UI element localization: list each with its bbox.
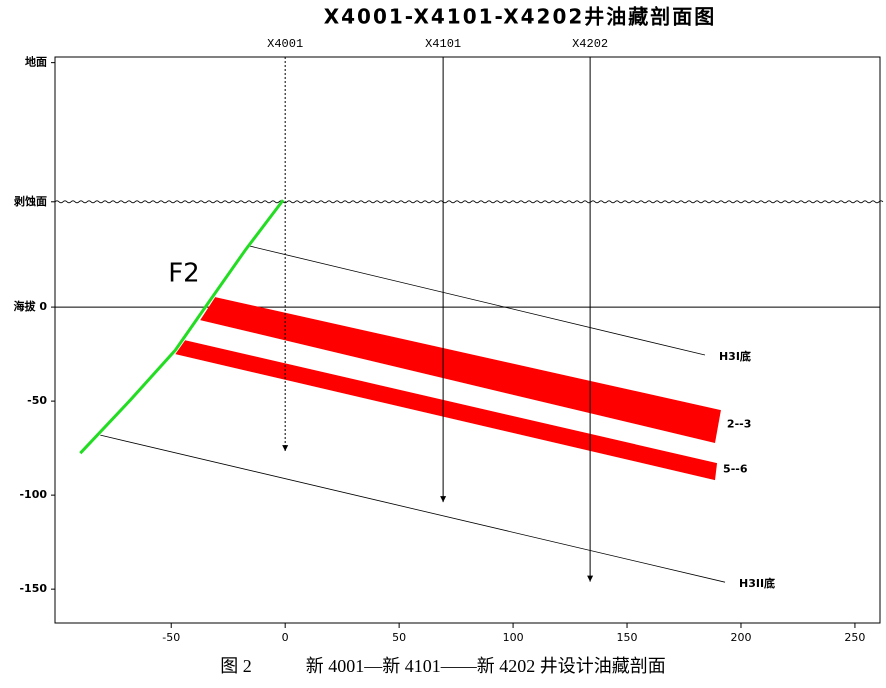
x-tick-label: 150	[617, 631, 638, 644]
horizon-label: H3II底	[739, 576, 775, 590]
y-tick-label: -100	[19, 488, 47, 501]
well-name: X4001	[267, 37, 303, 51]
plot-frame	[54, 56, 881, 624]
caption: 图 2 新 4001—新 4101——新 4202 井设计油藏剖面	[220, 656, 666, 676]
layer-label: 2--3	[727, 418, 751, 431]
well-arrow	[282, 445, 289, 452]
x-tick-label: 0	[282, 631, 289, 644]
fault-line	[79, 199, 285, 455]
layer-label: 5--6	[723, 463, 748, 476]
well-arrow	[440, 496, 447, 503]
horizon-line	[100, 434, 726, 583]
y-tick-label: -150	[19, 582, 47, 595]
x-tick-label: 200	[730, 631, 751, 644]
oil-layer	[175, 340, 718, 481]
chart-title: X4001-X4101-X4202井油藏剖面图	[324, 5, 717, 29]
x-tick-label: 250	[844, 631, 865, 644]
x-tick-label: -50	[162, 631, 180, 644]
x-tick-label: 100	[503, 631, 524, 644]
well-arrow	[587, 575, 594, 582]
x-tick-label: 50	[392, 631, 406, 644]
y-tick-label: 海拔 0	[14, 299, 48, 313]
y-tick-label: 剥蚀面	[14, 194, 47, 208]
horizon-label: H3I底	[719, 349, 751, 363]
y-tick-label: -50	[27, 394, 47, 407]
horizon-line	[249, 245, 706, 356]
erosion-surface	[54, 200, 884, 204]
well-name: X4101	[425, 37, 461, 51]
oil-layer	[200, 297, 721, 444]
well-name: X4202	[572, 37, 608, 51]
fault-label: F2	[168, 259, 200, 289]
y-tick-label: 地面	[25, 55, 47, 69]
